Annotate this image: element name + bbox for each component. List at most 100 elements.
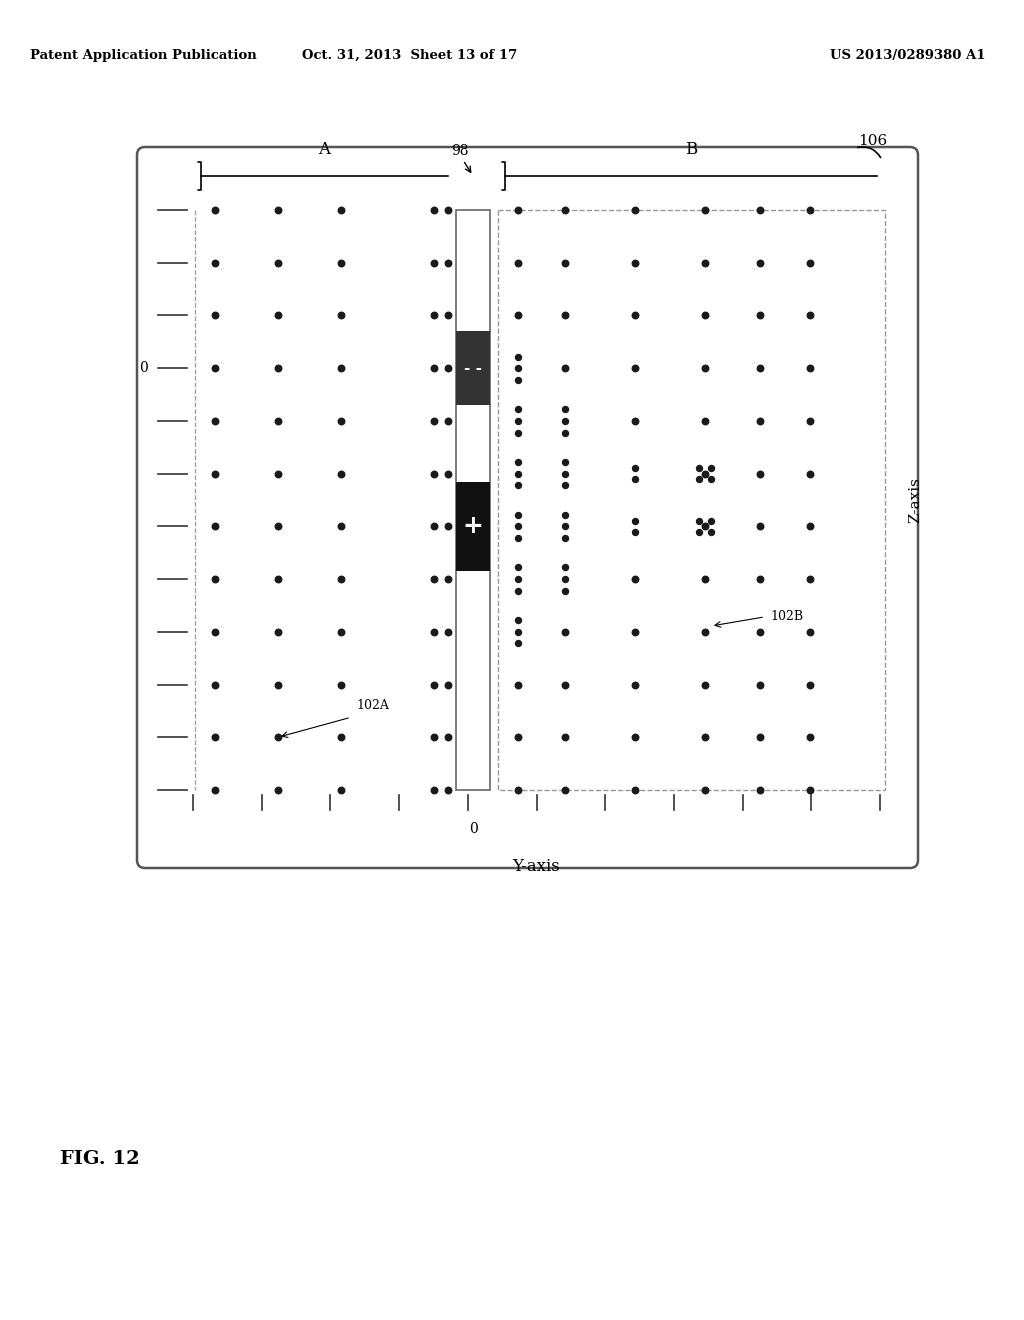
Point xyxy=(752,411,768,432)
Point xyxy=(510,675,526,696)
Point xyxy=(269,252,286,273)
Point xyxy=(510,622,526,643)
Point xyxy=(696,516,713,537)
Point xyxy=(802,675,818,696)
Point xyxy=(510,504,526,525)
Point xyxy=(426,252,442,273)
Point xyxy=(207,252,223,273)
Point xyxy=(557,422,573,444)
Point xyxy=(696,358,713,379)
Point xyxy=(557,411,573,432)
Point xyxy=(752,305,768,326)
Point xyxy=(440,358,457,379)
Point xyxy=(557,358,573,379)
Bar xyxy=(456,331,490,405)
Point xyxy=(752,622,768,643)
Point xyxy=(207,569,223,590)
Point xyxy=(627,510,643,531)
Point xyxy=(557,557,573,578)
Point xyxy=(510,411,526,432)
Text: 102B: 102B xyxy=(770,610,803,623)
Point xyxy=(426,463,442,484)
Point xyxy=(802,411,818,432)
Point xyxy=(557,516,573,537)
Text: Patent Application Publication: Patent Application Publication xyxy=(30,49,257,62)
Point xyxy=(627,622,643,643)
Point xyxy=(627,305,643,326)
Point xyxy=(557,579,573,601)
Point xyxy=(333,779,349,800)
Point xyxy=(440,675,457,696)
Text: B: B xyxy=(685,141,697,158)
Point xyxy=(207,675,223,696)
Text: FIG. 12: FIG. 12 xyxy=(60,1150,139,1168)
Text: 0: 0 xyxy=(139,362,148,375)
Point xyxy=(510,422,526,444)
Point xyxy=(426,358,442,379)
Point xyxy=(440,199,457,220)
Point xyxy=(440,569,457,590)
Point xyxy=(510,569,526,590)
Point xyxy=(627,779,643,800)
Point xyxy=(426,411,442,432)
Point xyxy=(557,463,573,484)
Bar xyxy=(456,210,490,789)
Point xyxy=(510,632,526,653)
Point xyxy=(696,305,713,326)
Point xyxy=(802,516,818,537)
Point xyxy=(333,622,349,643)
Point xyxy=(802,252,818,273)
Text: Y-axis: Y-axis xyxy=(513,858,560,875)
Point xyxy=(752,675,768,696)
Point xyxy=(269,569,286,590)
Text: 106: 106 xyxy=(858,135,887,148)
Text: A: A xyxy=(318,141,331,158)
Point xyxy=(802,358,818,379)
Point xyxy=(333,463,349,484)
Point xyxy=(627,727,643,748)
Point xyxy=(510,516,526,537)
Point xyxy=(440,463,457,484)
Point xyxy=(802,727,818,748)
Point xyxy=(557,727,573,748)
Point xyxy=(207,305,223,326)
Point xyxy=(557,475,573,496)
Point xyxy=(510,252,526,273)
Point xyxy=(333,516,349,537)
Point xyxy=(557,504,573,525)
Point xyxy=(557,528,573,549)
Point xyxy=(627,199,643,220)
Point xyxy=(510,557,526,578)
Point xyxy=(802,622,818,643)
Point xyxy=(752,727,768,748)
Bar xyxy=(498,210,885,789)
Bar xyxy=(456,482,490,572)
Point xyxy=(510,475,526,496)
Text: Oct. 31, 2013  Sheet 13 of 17: Oct. 31, 2013 Sheet 13 of 17 xyxy=(302,49,517,62)
Point xyxy=(333,569,349,590)
Point xyxy=(557,569,573,590)
Point xyxy=(691,469,708,490)
Point xyxy=(627,675,643,696)
Point xyxy=(333,727,349,748)
Point xyxy=(802,199,818,220)
Point xyxy=(207,516,223,537)
Point xyxy=(426,305,442,326)
Point xyxy=(752,569,768,590)
Point xyxy=(440,622,457,643)
Point xyxy=(802,305,818,326)
Point xyxy=(269,411,286,432)
Point xyxy=(691,510,708,531)
Text: 0: 0 xyxy=(469,822,477,836)
Point xyxy=(691,457,708,478)
Point xyxy=(510,579,526,601)
Point xyxy=(510,399,526,420)
Point xyxy=(207,622,223,643)
Point xyxy=(510,370,526,391)
Point xyxy=(696,199,713,220)
Point xyxy=(207,779,223,800)
Point xyxy=(269,199,286,220)
Point xyxy=(557,622,573,643)
Point xyxy=(696,463,713,484)
Point xyxy=(333,199,349,220)
